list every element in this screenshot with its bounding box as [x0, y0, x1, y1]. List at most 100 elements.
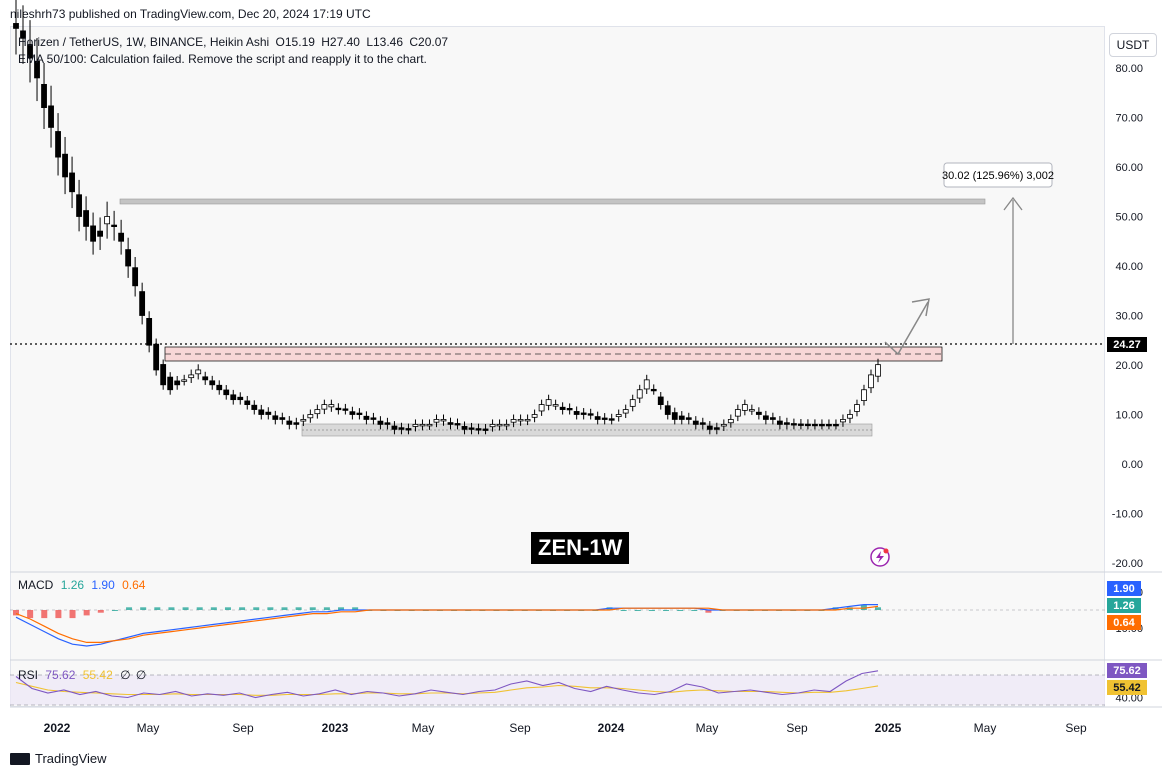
- flash-icon-dot: [883, 548, 889, 554]
- macd-hist-bar: [140, 607, 147, 610]
- candle-body: [748, 409, 755, 412]
- candle-body: [601, 417, 608, 420]
- candle-body: [587, 413, 594, 416]
- candle-body: [510, 419, 517, 423]
- candle-body: [559, 406, 566, 410]
- symbol-legend[interactable]: Horizen / TetherUS, 1W, BINANCE, Heikin …: [18, 35, 448, 49]
- rsi-legend[interactable]: RSI 75.62 55.42 ∅ ∅: [18, 668, 146, 682]
- time-tick-label: May: [974, 721, 997, 735]
- time-tick-label: 2024: [598, 721, 625, 735]
- macd-hist-value: 1.26: [60, 578, 85, 592]
- candle-body: [258, 409, 265, 415]
- candle-body: [791, 423, 797, 426]
- candle-body: [118, 232, 125, 242]
- price-tick-label: 0.00: [1122, 459, 1143, 471]
- candle-body: [412, 423, 419, 427]
- candle-body: [83, 210, 89, 227]
- candle-body: [538, 404, 545, 412]
- legend-high: H27.40: [321, 35, 360, 49]
- macd-hist-bar: [224, 607, 231, 610]
- candle-body: [734, 409, 741, 417]
- macd-hist-bar: [27, 610, 34, 619]
- candle-body: [833, 423, 839, 427]
- candle-body: [251, 404, 258, 410]
- candle-body: [798, 423, 804, 426]
- candle-body: [840, 419, 846, 423]
- candle-body: [13, 23, 19, 29]
- candle-body: [300, 419, 307, 422]
- candle-body: [706, 425, 713, 430]
- price-tick-label: 60.00: [1115, 162, 1143, 174]
- price-ticks-group: 80.00 70.00 60.00 50.00 40.00 30.00 20.00 10.00…: [1112, 63, 1143, 570]
- candle-body: [440, 419, 447, 422]
- rsi-badge: [1107, 663, 1147, 678]
- macd-hist-bar: [705, 610, 712, 613]
- candle-body: [819, 423, 825, 427]
- candle-body: [454, 423, 461, 426]
- candle-body: [279, 417, 286, 420]
- candle-body: [104, 216, 111, 225]
- publisher-line: nileshrh73 published on TradingView.com,…: [10, 7, 371, 21]
- rsi-empty-2: ∅: [135, 668, 147, 682]
- candle-body: [615, 414, 622, 418]
- candle-body: [482, 428, 489, 431]
- candle-body: [657, 396, 664, 406]
- candle-body: [650, 388, 657, 392]
- chart-panel[interactable]: [10, 26, 1105, 707]
- candle-body: [854, 404, 860, 412]
- macd-line-value: 1.90: [91, 578, 115, 592]
- candle-body: [727, 419, 734, 424]
- candle-body: [755, 411, 762, 415]
- currency-button[interactable]: USDT: [1109, 33, 1157, 57]
- candle-body: [111, 224, 118, 228]
- candle-body: [636, 389, 643, 399]
- candle-body: [713, 427, 720, 430]
- flash-icon-bolt: [876, 551, 884, 563]
- candle-body: [391, 425, 398, 430]
- measure-label: 30.02 (125.96%) 3,002: [942, 170, 1054, 182]
- macd-hist-bar: [281, 607, 288, 610]
- candle-body: [405, 428, 412, 431]
- candle-body: [566, 408, 573, 411]
- price-tick-label: 40.00: [1115, 261, 1143, 273]
- legend-open: O15.19: [275, 35, 315, 49]
- macd-hist-bar: [97, 610, 104, 613]
- rsi-title: RSI: [18, 668, 39, 682]
- macd-legend[interactable]: MACD 1.26 1.90 0.64: [18, 578, 145, 592]
- candle-body: [461, 426, 468, 430]
- candle-body: [524, 419, 531, 422]
- macd-hist-bar: [634, 610, 641, 611]
- macd-badge: [1107, 598, 1141, 613]
- time-tick-label: May: [412, 721, 435, 735]
- candle-body: [363, 415, 370, 420]
- candle-body: [447, 422, 454, 425]
- candle-body: [875, 364, 881, 377]
- candle-body: [489, 423, 496, 428]
- candle-body: [20, 30, 26, 39]
- candle-body: [195, 369, 202, 375]
- candle-body: [496, 423, 503, 427]
- candle-body: [244, 400, 251, 405]
- chart-watermark: ZEN-1W: [531, 532, 630, 564]
- macd-hist-bar: [83, 610, 90, 616]
- macd-hist-bar: [677, 610, 684, 611]
- time-tick-label: Sep: [232, 721, 254, 735]
- footer-brand[interactable]: TradingView: [10, 751, 107, 766]
- candle-body: [699, 422, 706, 425]
- macd-hist-bar: [648, 610, 655, 611]
- macd-hist-bar: [41, 610, 48, 619]
- macd-hist-bar: [182, 607, 189, 610]
- candle-body: [678, 415, 685, 420]
- candle-body: [762, 415, 769, 420]
- ema-note: EMA 50/100: Calculation failed. Remove t…: [18, 52, 427, 66]
- macd-hist-bar: [295, 607, 302, 610]
- macd-group: 10.00-10.001.901.260.64: [10, 581, 1143, 647]
- macd-hist-bar: [663, 610, 670, 611]
- candle-body: [41, 83, 47, 108]
- projection-arrow: [884, 301, 929, 356]
- candle-body: [342, 408, 349, 411]
- candle-body: [132, 267, 139, 287]
- tradingview-logo-icon: [10, 752, 30, 765]
- candle-body: [720, 423, 727, 427]
